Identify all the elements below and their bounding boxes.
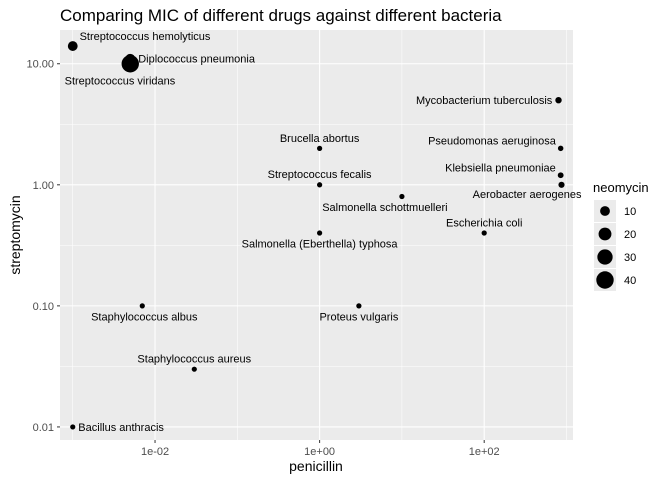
label-diplococcus-pneumonia: Diplococcus pneumonia (138, 54, 256, 66)
point-staphylococcus-aureus (191, 366, 197, 372)
chart-title: Comparing MIC of different drugs against… (60, 6, 502, 25)
label-brucella-abortus: Brucella abortus (280, 133, 360, 145)
x-axis-ticks: 1e-02 1e+00 1e+02 (141, 440, 500, 458)
label-staphylococcus-aureus: Staphylococcus aureus (137, 354, 251, 366)
label-mycobacterium-tuberculosis: Mycobacterium tuberculosis (416, 95, 553, 107)
legend-key-30 (597, 249, 613, 265)
y-tick-label: 1.00 (33, 180, 54, 192)
legend-label-10: 10 (624, 206, 636, 218)
label-escherichia-coli: Escherichia coli (446, 217, 522, 229)
y-tick-label: 0.01 (33, 422, 54, 434)
point-staphylococcus-albus (139, 303, 145, 309)
legend-title: neomycin (593, 180, 649, 195)
point-escherichia-coli (481, 230, 487, 236)
point-salmonella-eberthella-typhosa (317, 230, 323, 236)
point-streptococcus-viridans (121, 55, 139, 73)
point-mycobacterium-tuberculosis (555, 97, 562, 104)
point-labels: Aerobacter aerogenes Brucella abortus Baci… (65, 31, 582, 434)
size-legend: neomycin 10 20 30 40 (593, 180, 649, 291)
grid-lines (60, 30, 573, 440)
point-proteus-vulgaris (356, 303, 362, 309)
label-bacillus-anthracis: Bacillus anthracis (78, 422, 164, 434)
label-streptococcus-fecalis: Streptococcus fecalis (268, 169, 372, 181)
x-tick-label: 1e+00 (304, 446, 335, 458)
legend-label-30: 30 (624, 252, 636, 264)
legend-key-10 (600, 206, 610, 216)
label-salmonella-schottmuelleri: Salmonella schottmuelleri (322, 202, 447, 214)
x-axis-title: penicillin (289, 458, 343, 474)
legend-key-40 (596, 271, 614, 289)
point-aerobacter-aerogenes (558, 181, 565, 188)
data-points (67, 41, 565, 430)
x-tick-label: 1e-02 (141, 446, 169, 458)
point-streptococcus-hemolyticus (67, 41, 78, 51)
y-axis-ticks: 0.01 0.10 1.00 10.00 (26, 59, 60, 434)
y-tick-label: 0.10 (33, 301, 54, 313)
legend-key-20 (598, 227, 612, 241)
point-salmonella-schottmuelleri (399, 193, 405, 200)
legend-label-20: 20 (624, 229, 636, 241)
label-salmonella-eberthella-typhosa: Salmonella (Eberthella) typhosa (242, 239, 399, 251)
point-brucella-abortus (317, 145, 323, 151)
label-klebsiella-pneumoniae: Klebsiella pneumoniae (445, 162, 556, 174)
plot-panel (60, 30, 573, 440)
y-tick-label: 10.00 (26, 59, 54, 71)
label-streptococcus-viridans: Streptococcus viridans (65, 75, 176, 87)
point-klebsiella-pneumoniae (557, 172, 564, 179)
y-axis-title: streptomycin (7, 195, 23, 274)
label-streptococcus-hemolyticus: Streptococcus hemolyticus (80, 31, 211, 43)
x-tick-label: 1e+02 (469, 446, 500, 458)
label-proteus-vulgaris: Proteus vulgaris (319, 312, 398, 324)
label-aerobacter-aerogenes: Aerobacter aerogenes (473, 189, 582, 201)
legend-label-40: 40 (624, 275, 636, 287)
point-pseudomonas-aeruginosa (557, 145, 564, 152)
label-pseudomonas-aeruginosa: Pseudomonas aeruginosa (428, 136, 557, 148)
point-bacillus-anthracis (70, 424, 76, 430)
label-staphylococcus-albus: Staphylococcus albus (91, 312, 198, 324)
point-streptococcus-fecalis (316, 182, 323, 188)
